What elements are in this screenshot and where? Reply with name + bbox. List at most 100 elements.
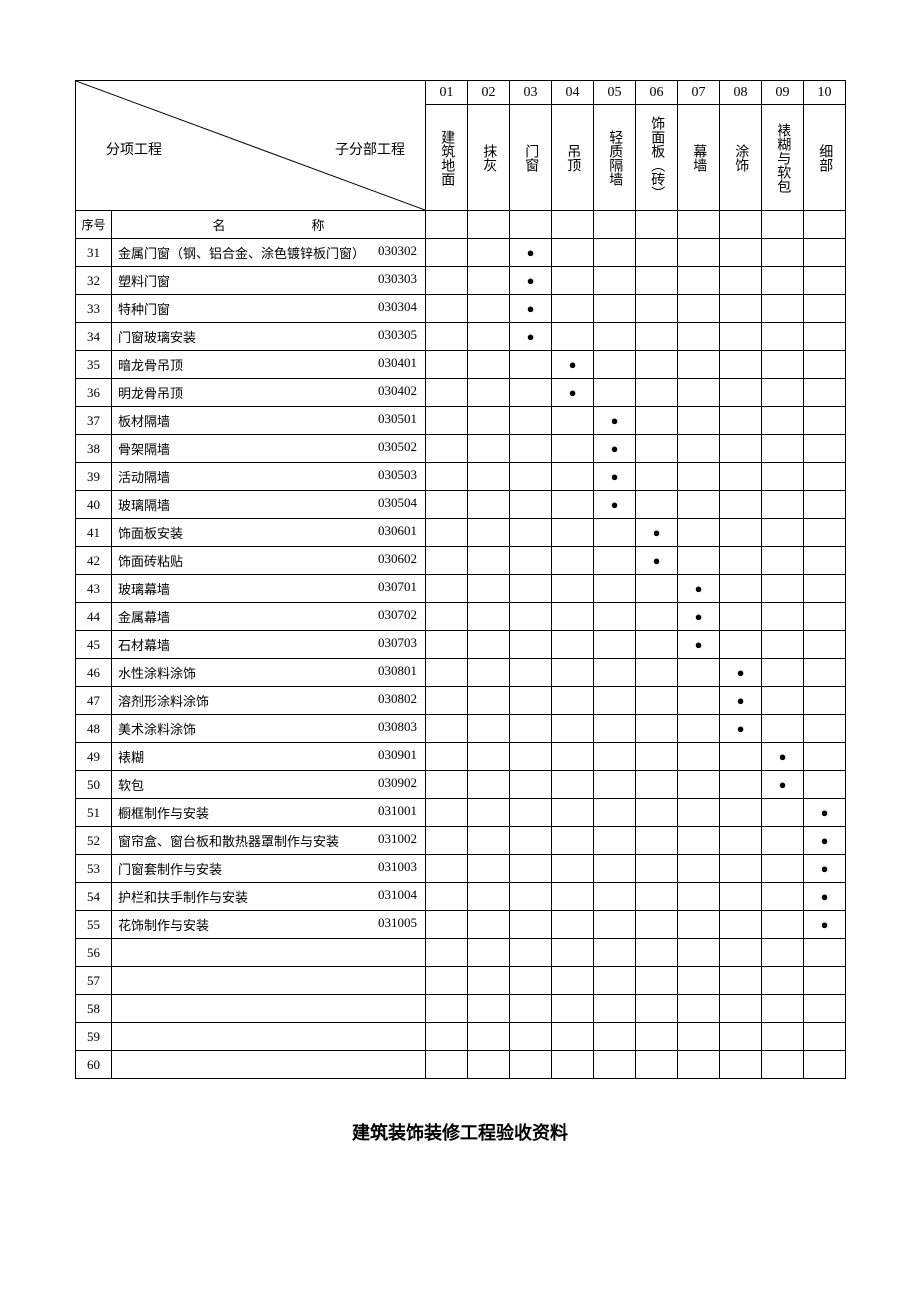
data-cell: [468, 491, 510, 519]
data-cell: [426, 323, 468, 351]
data-cell: [678, 435, 720, 463]
diagonal-header: 分项工程子分部工程: [76, 81, 426, 211]
data-cell: [552, 435, 594, 463]
table-row: 41饰面板安装030601●: [76, 519, 846, 547]
data-cell: [510, 967, 552, 995]
table-row: 60: [76, 1051, 846, 1079]
data-cell: [426, 967, 468, 995]
data-cell: [804, 463, 846, 491]
table-row: 57: [76, 967, 846, 995]
data-cell: [636, 239, 678, 267]
data-cell: [468, 575, 510, 603]
col-name-3: 吊顶: [552, 105, 594, 211]
data-cell: [762, 575, 804, 603]
data-cell: [762, 603, 804, 631]
data-cell: [678, 547, 720, 575]
data-cell: [636, 715, 678, 743]
col-name-2: 门窗: [510, 105, 552, 211]
data-cell: [678, 407, 720, 435]
item-name: 花饰制作与安装: [118, 915, 209, 934]
data-cell: [468, 911, 510, 939]
data-cell: [720, 351, 762, 379]
data-cell: [636, 295, 678, 323]
data-cell: [678, 687, 720, 715]
data-cell: [468, 687, 510, 715]
data-cell: ●: [594, 463, 636, 491]
col-num-4: 05: [594, 81, 636, 105]
data-cell: [804, 995, 846, 1023]
data-cell: ●: [510, 267, 552, 295]
data-cell: [552, 631, 594, 659]
data-cell: ●: [636, 519, 678, 547]
data-cell: [426, 855, 468, 883]
seq-cell: 44: [76, 603, 112, 631]
data-cell: [426, 295, 468, 323]
data-cell: [762, 407, 804, 435]
table-row: 48美术涂料涂饰030803●: [76, 715, 846, 743]
data-cell: [762, 267, 804, 295]
data-cell: [636, 883, 678, 911]
item-name: 裱糊: [118, 747, 144, 766]
data-cell: [510, 1051, 552, 1079]
name-cell: 饰面砖粘贴030602: [112, 547, 426, 575]
data-cell: [594, 715, 636, 743]
data-cell: ●: [720, 687, 762, 715]
data-cell: [426, 1023, 468, 1051]
data-cell: [594, 379, 636, 407]
data-cell: [678, 771, 720, 799]
seq-cell: 59: [76, 1023, 112, 1051]
data-cell: [636, 799, 678, 827]
data-cell: [678, 883, 720, 911]
table-row: 52窗帘盒、窗台板和散热器罩制作与安装031002●: [76, 827, 846, 855]
name-cell: 金属幕墙030702: [112, 603, 426, 631]
data-cell: [804, 631, 846, 659]
data-cell: [678, 799, 720, 827]
data-cell: [426, 995, 468, 1023]
item-name: 水性涂料涂饰: [118, 663, 196, 682]
data-cell: ●: [720, 659, 762, 687]
data-cell: [720, 603, 762, 631]
name-cell: [112, 995, 426, 1023]
item-code: 030302: [378, 243, 419, 259]
data-cell: [720, 239, 762, 267]
data-cell: [804, 267, 846, 295]
data-cell: [594, 351, 636, 379]
name-cell: 花饰制作与安装031005: [112, 911, 426, 939]
data-cell: [636, 267, 678, 295]
data-cell: ●: [762, 771, 804, 799]
table-row: 36明龙骨吊顶030402●: [76, 379, 846, 407]
data-cell: [720, 295, 762, 323]
item-code: 030901: [378, 747, 419, 763]
data-cell: [552, 295, 594, 323]
data-cell: [804, 687, 846, 715]
data-cell: [720, 855, 762, 883]
item-name: 明龙骨吊顶: [118, 383, 183, 402]
data-cell: [468, 379, 510, 407]
data-cell: ●: [804, 799, 846, 827]
data-cell: [720, 995, 762, 1023]
data-cell: [510, 939, 552, 967]
data-cell: [762, 687, 804, 715]
item-name: 门窗套制作与安装: [118, 859, 222, 878]
seq-cell: 50: [76, 771, 112, 799]
data-cell: [426, 743, 468, 771]
data-cell: [594, 687, 636, 715]
data-cell: [762, 939, 804, 967]
item-code: 030504: [378, 495, 419, 511]
data-cell: [804, 659, 846, 687]
seq-cell: 31: [76, 239, 112, 267]
data-cell: [804, 575, 846, 603]
data-cell: [594, 827, 636, 855]
subheader-blank-8: [762, 211, 804, 239]
data-cell: [636, 435, 678, 463]
data-cell: [468, 519, 510, 547]
data-cell: [426, 827, 468, 855]
data-cell: ●: [552, 351, 594, 379]
data-cell: [678, 1023, 720, 1051]
data-cell: [678, 491, 720, 519]
col-name-5: 饰面板︵砖︶: [636, 105, 678, 211]
data-cell: [468, 659, 510, 687]
data-cell: [594, 547, 636, 575]
table-row: 42饰面砖粘贴030602●: [76, 547, 846, 575]
seq-cell: 56: [76, 939, 112, 967]
